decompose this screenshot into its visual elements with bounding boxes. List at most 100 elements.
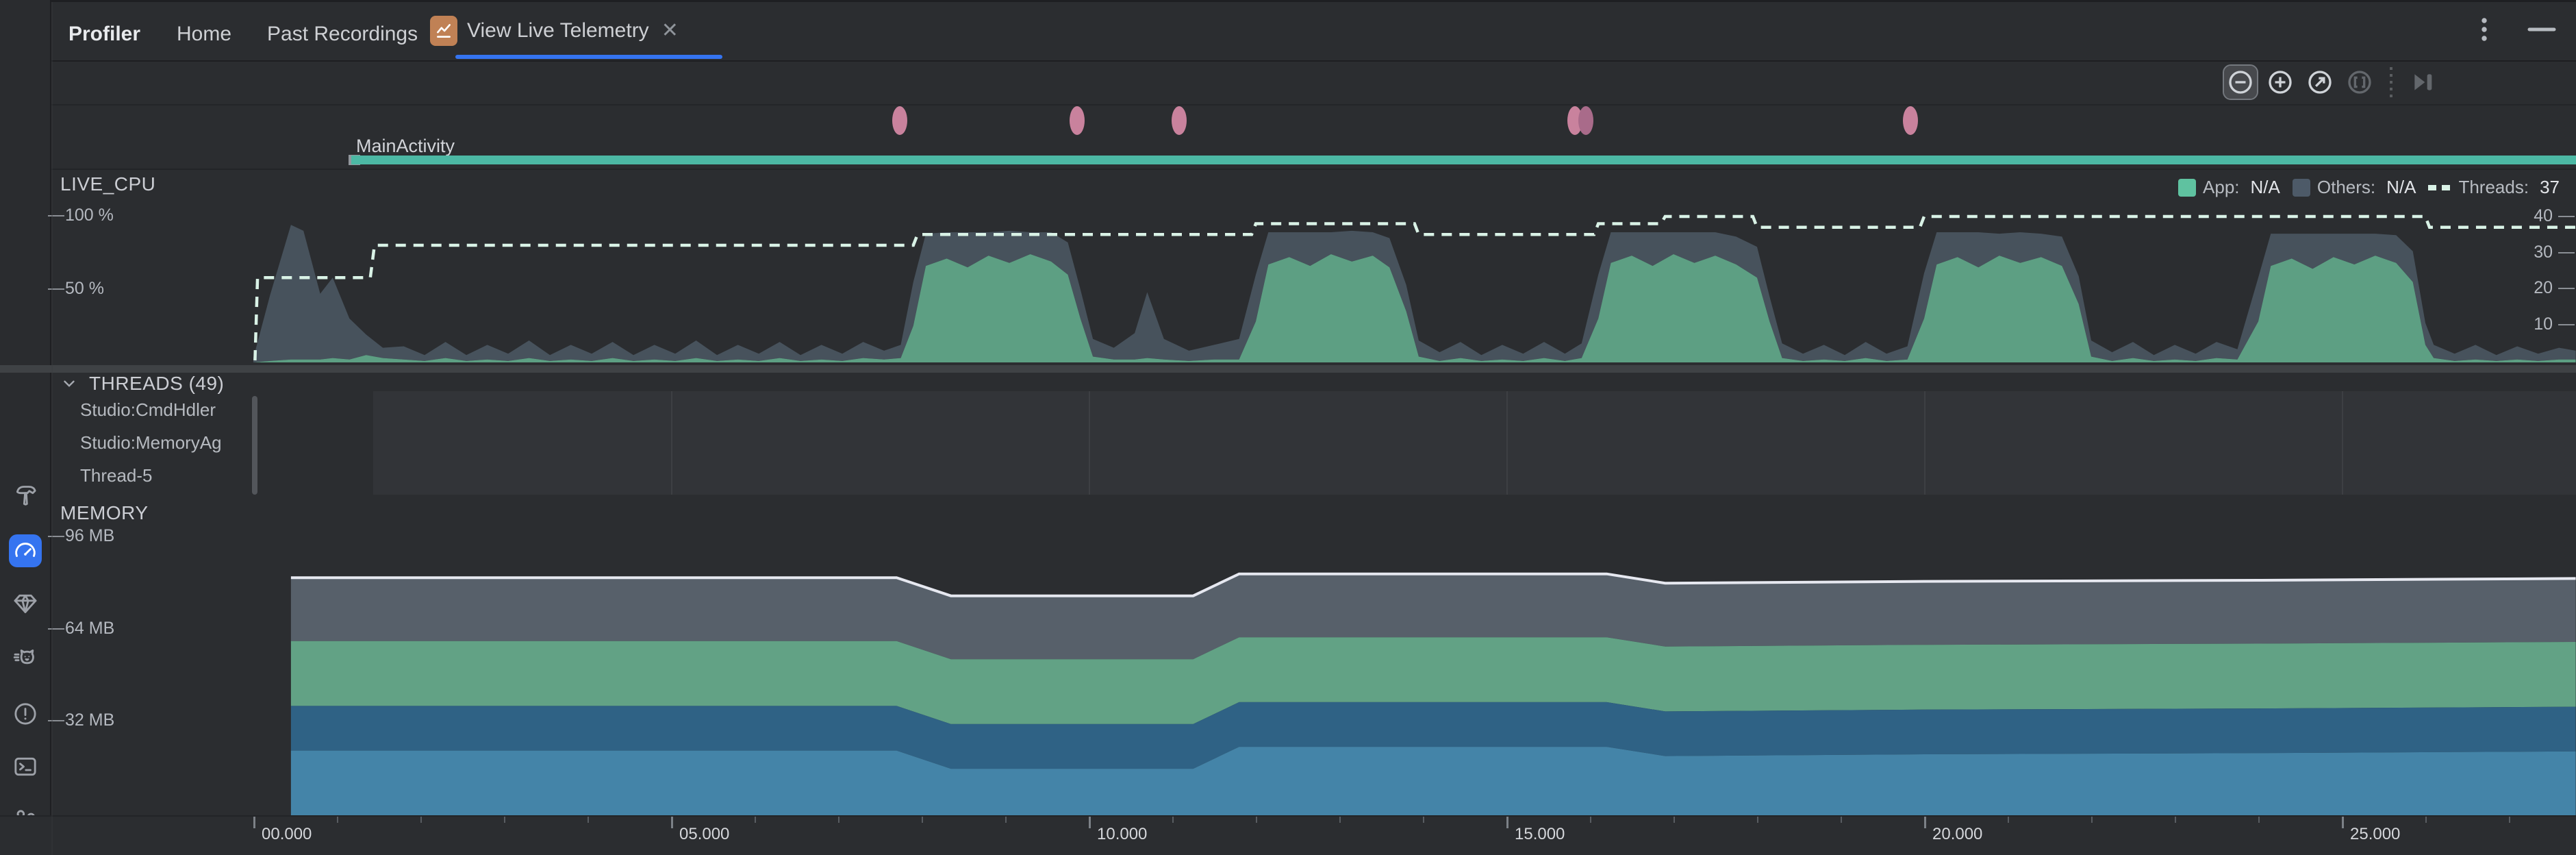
minor-tick — [2175, 817, 2176, 823]
tool-window-title: Profiler — [68, 23, 141, 45]
time-label: 25.000 — [2350, 825, 2401, 843]
minor-tick — [588, 817, 589, 823]
minor-tick — [755, 817, 756, 823]
axis-tick — [48, 720, 64, 721]
threads-header[interactable]: THREADS (49) — [60, 373, 224, 395]
minor-tick — [2425, 817, 2427, 823]
minor-tick — [1172, 817, 1174, 823]
terminal-icon[interactable] — [9, 750, 42, 783]
activity-label: MainActivity — [356, 136, 455, 156]
threads-y-40: 40 — [2534, 206, 2553, 225]
minor-tick — [1590, 817, 1591, 823]
memory-section-title: MEMORY — [60, 502, 149, 523]
axis-tick — [48, 628, 64, 630]
panel-border — [51, 2, 53, 855]
legend-threads: Threads: 37 — [2428, 177, 2560, 198]
jump-to-live-button[interactable] — [2406, 66, 2439, 99]
cpu-legend: App: N/A Others: N/A Threads: 37 — [2178, 177, 2560, 198]
chevron-down-icon[interactable] — [60, 375, 78, 393]
event-dot[interactable] — [1171, 106, 1187, 135]
event-dot[interactable] — [1069, 106, 1085, 135]
telemetry-chart-icon — [430, 15, 457, 46]
thread-row[interactable]: Studio:CmdHdler — [80, 399, 216, 420]
minor-tick — [1005, 817, 1007, 823]
major-tick — [2342, 817, 2344, 828]
app-insights-gem-icon[interactable] — [9, 587, 42, 620]
time-axis[interactable]: 00.000 05.000 10.000 15.000 20.000 25.000 — [0, 815, 2576, 855]
major-tick — [671, 817, 673, 828]
minor-tick — [420, 817, 422, 823]
cpu-app-area — [253, 254, 2576, 362]
tab-label: View Live Telemetry — [467, 18, 649, 42]
minor-tick — [1841, 817, 1842, 823]
threads-count-line — [253, 214, 2576, 361]
minor-tick — [922, 817, 923, 823]
tool-window-stripe — [0, 0, 51, 855]
zoom-out-button[interactable] — [2223, 64, 2258, 100]
cpu-others-area — [253, 225, 2576, 362]
others-swatch — [2292, 178, 2310, 197]
close-tab-icon[interactable]: ✕ — [661, 19, 679, 42]
threads-scrollbar[interactable] — [252, 396, 257, 495]
memory-band-green — [290, 637, 2576, 724]
minor-tick — [504, 817, 505, 823]
legend-app: App: N/A — [2178, 177, 2280, 198]
major-tick — [1089, 817, 1091, 828]
grid-line — [2342, 391, 2343, 495]
zoom-in-button[interactable] — [2264, 66, 2297, 99]
profiler-gauge-icon[interactable] — [9, 534, 42, 567]
threads-timeline-panel[interactable] — [373, 391, 2576, 495]
minimize-icon[interactable] — [2527, 27, 2557, 32]
thread-row[interactable]: Thread-5 — [80, 465, 153, 486]
active-tab-underline — [455, 55, 722, 59]
reset-zoom-button[interactable] — [2343, 66, 2376, 99]
logcat-cat-icon[interactable] — [9, 643, 42, 676]
grid-line — [1506, 391, 1508, 495]
app-swatch — [2178, 178, 2197, 197]
axis-tick — [2558, 252, 2575, 253]
kebab-menu-icon[interactable] — [2482, 17, 2487, 42]
grid-line — [1089, 391, 1090, 495]
memory-total-line — [290, 572, 2576, 597]
minor-tick — [2091, 817, 2093, 823]
live-cpu-chart[interactable] — [0, 170, 2576, 367]
minor-tick — [2008, 817, 2009, 823]
memory-y-32: 32 MB — [65, 710, 115, 730]
divider — [51, 104, 2576, 106]
memory-chart[interactable] — [0, 521, 2576, 815]
memory-y-64: 64 MB — [65, 619, 115, 638]
axis-tick — [48, 288, 64, 290]
cpu-y-50: 50 % — [65, 279, 104, 298]
zoom-to-fit-button[interactable] — [2303, 66, 2336, 99]
axis-tick — [48, 536, 64, 537]
tab-home[interactable]: Home — [177, 23, 232, 45]
major-tick — [253, 817, 255, 828]
event-dot[interactable] — [1903, 106, 1919, 135]
major-tick — [1506, 817, 1508, 828]
event-dot[interactable] — [892, 106, 908, 135]
minor-tick — [1757, 817, 1758, 823]
minor-tick — [1674, 817, 1675, 823]
time-label: 20.000 — [1932, 825, 1983, 843]
toolbar-separator — [2390, 67, 2392, 97]
build-hammer-icon[interactable] — [9, 479, 42, 512]
memory-band-darkblue — [290, 702, 2576, 769]
threads-y-30: 30 — [2534, 243, 2553, 262]
time-label: 00.000 — [262, 825, 312, 843]
tab-past-recordings[interactable]: Past Recordings — [267, 23, 418, 45]
event-dot[interactable] — [1578, 106, 1593, 135]
thread-row[interactable]: Studio:MemoryAg — [80, 432, 222, 453]
threads-y-20: 20 — [2534, 278, 2553, 297]
section-divider — [0, 365, 2576, 373]
threads-dash-swatch — [2428, 184, 2452, 190]
grid-line — [1924, 391, 1925, 495]
cpu-y-100: 100 % — [65, 206, 114, 225]
tab-view-live-telemetry[interactable]: View Live Telemetry ✕ — [425, 2, 722, 59]
minor-tick — [838, 817, 839, 823]
problems-warning-icon[interactable] — [9, 697, 42, 730]
minor-tick — [2258, 817, 2260, 823]
profiler-toolbar — [51, 60, 2576, 106]
divider — [51, 169, 2576, 170]
activity-lifecycle-bar[interactable] — [351, 156, 2576, 164]
